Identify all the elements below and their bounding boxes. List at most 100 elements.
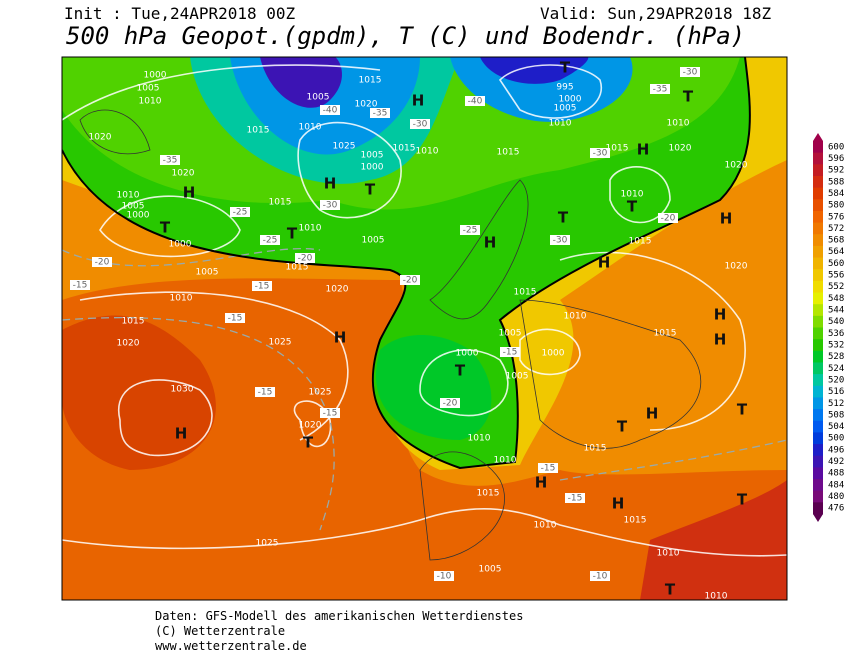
colorbar-swatch	[813, 374, 823, 387]
isobar-label: 1010	[139, 97, 162, 107]
temperature-label: -40	[468, 97, 483, 107]
colorbar-label: 500	[828, 434, 844, 444]
temperature-label: -30	[323, 201, 338, 211]
temperature-label: -20	[403, 276, 418, 286]
colorbar-swatch	[813, 175, 823, 189]
temp-label-box	[255, 387, 275, 397]
colorbar-label: 560	[828, 259, 844, 269]
temp-label-box	[680, 67, 700, 77]
isobar-label: 1010	[494, 456, 517, 466]
colorbar-swatch	[813, 280, 823, 294]
isobar-label: 1020	[725, 161, 748, 171]
temperature-label: -15	[541, 464, 556, 474]
pressure-center: T	[365, 181, 376, 199]
temperature-label: -20	[298, 254, 313, 264]
temperature-label: -30	[593, 149, 608, 159]
colorbar-swatch	[813, 444, 823, 457]
colorbar-label: 496	[828, 445, 844, 455]
colorbar-label: 504	[828, 422, 844, 432]
colorbar-label: 516	[828, 387, 844, 397]
colorbar-swatch	[813, 327, 823, 340]
colorbar-label: 512	[828, 399, 844, 409]
temperature-label: -30	[413, 120, 428, 130]
colorbar-label: 592	[828, 166, 844, 176]
colorbar-swatch	[813, 164, 823, 177]
isobar-label: 1005	[137, 84, 160, 94]
temp-label-box	[650, 84, 670, 94]
colorbar-swatch	[813, 455, 823, 468]
isobar-label: 1000	[169, 240, 192, 250]
isobar-label: 1010	[657, 549, 680, 559]
colorbar-swatch	[813, 234, 823, 247]
pressure-center: H	[637, 141, 650, 159]
temperature-label: -35	[163, 156, 178, 166]
isobar-label: 1000	[127, 211, 150, 221]
temperature-label: -20	[661, 214, 676, 224]
colorbar-label: 580	[828, 201, 844, 211]
colorbar-swatch	[813, 350, 823, 363]
temperature-label: -20	[443, 399, 458, 409]
map-title: 500 hPa Geopot.(gpdm), T (C) und Bodendr…	[66, 22, 745, 50]
colorbar-label: 488	[828, 469, 844, 479]
pressure-center: H	[334, 329, 347, 347]
colorbar-cap	[813, 514, 823, 522]
colorbar-label: 508	[828, 410, 844, 420]
isobar-label: 1020	[299, 421, 322, 431]
temp-label-box	[565, 493, 585, 503]
temp-label-box	[230, 207, 250, 217]
map	[62, 57, 787, 600]
colorbar-label: 480	[828, 492, 844, 502]
isobar-label: 995	[556, 83, 573, 93]
colorbar-label: 568	[828, 236, 844, 246]
isobar-label: 1025	[269, 338, 292, 348]
pressure-center: H	[535, 474, 548, 492]
colorbar-label: 524	[828, 364, 844, 374]
temp-label-box	[320, 408, 340, 418]
pressure-center: T	[558, 209, 569, 227]
isobar-label: 1015	[606, 144, 629, 154]
isobar-label: 1015	[629, 237, 652, 247]
isobar-label: 1015	[477, 489, 500, 499]
pressure-center: T	[560, 59, 571, 77]
isobar-label: 1015	[624, 516, 647, 526]
isobar-label: 1010	[667, 119, 690, 129]
isobar-label: 1005	[122, 202, 145, 212]
isobar-label: 1015	[269, 198, 292, 208]
temp-label-box	[465, 96, 485, 106]
isobar-label: 1015	[286, 263, 309, 273]
colorbar-swatch	[813, 152, 823, 165]
colorbar-swatch	[813, 420, 823, 433]
colorbar-swatch	[813, 257, 823, 270]
temp-label-box	[440, 398, 460, 408]
colorbar-swatch	[813, 339, 823, 352]
pressure-center: T	[737, 491, 748, 509]
isobar-label: 1020	[669, 144, 692, 154]
temperature-label: -40	[323, 106, 338, 116]
pressure-center: H	[324, 175, 337, 193]
isobar-label: 1010	[468, 434, 491, 444]
colorbar-label: 552	[828, 282, 844, 292]
colorbar-swatch	[813, 141, 823, 154]
colorbar-swatch	[813, 502, 823, 515]
temp-label-box	[460, 225, 480, 235]
colorbar-cap	[813, 133, 823, 141]
colorbar-swatch	[813, 245, 823, 259]
isobar-label: 1010	[549, 119, 572, 129]
colorbar-swatch	[813, 222, 823, 235]
isobar-label: 1010	[416, 147, 439, 157]
isobar-label: 1010	[299, 224, 322, 234]
temp-label-box	[434, 571, 454, 581]
colorbar-swatch	[813, 187, 823, 200]
colorbar-swatch	[813, 304, 823, 317]
temp-label-box	[658, 213, 678, 223]
temp-label-box	[590, 571, 610, 581]
colorbar-swatch	[813, 292, 823, 305]
pressure-center: H	[612, 495, 625, 513]
colorbar-swatch	[813, 199, 823, 212]
isobar-label: 1000	[456, 349, 479, 359]
isobar-label: 1005	[479, 565, 502, 575]
temp-label-box	[370, 108, 390, 118]
isobar-label: 1010	[170, 294, 193, 304]
colorbar-swatch	[813, 397, 823, 410]
